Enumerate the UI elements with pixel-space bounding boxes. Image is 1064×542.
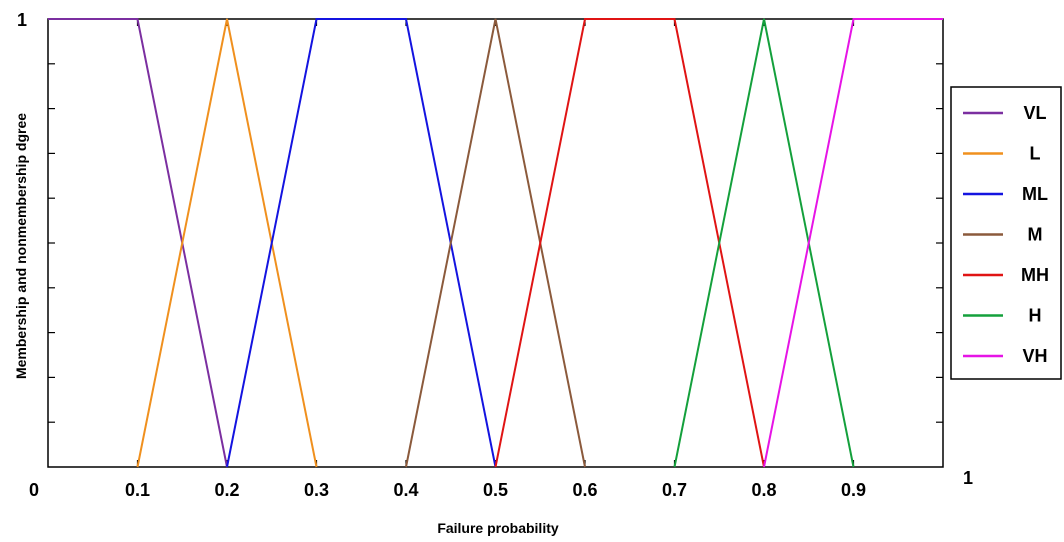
x-axis-title: Failure probability (437, 520, 559, 536)
series-h-line (673, 18, 855, 468)
series-layer (48, 18, 943, 468)
x-tick-label: 0.3 (304, 480, 329, 500)
plot-frame (47, 18, 944, 468)
origin-label: 0 (29, 480, 39, 500)
series-vh-line (763, 18, 943, 468)
legend-label-mh: MH (1021, 265, 1049, 285)
series-m-line (405, 18, 586, 468)
x-tick-label: 0.6 (572, 480, 597, 500)
x-tick-label: 0.7 (662, 480, 687, 500)
legend-label-vl: VL (1023, 103, 1046, 123)
x-tick-label: 0.2 (214, 480, 239, 500)
x-tick-labels: 0.1 0.2 0.3 0.4 0.5 0.6 0.7 0.8 0.9 (125, 480, 866, 500)
legend-label-h: H (1029, 306, 1042, 326)
x-tick-label: 0.8 (751, 480, 776, 500)
x-tick-label: 0.1 (125, 480, 150, 500)
legend-label-ml: ML (1022, 184, 1048, 204)
legend-label-vh: VH (1022, 346, 1047, 366)
legend-label-m: M (1028, 225, 1043, 245)
series-vl-line (48, 18, 228, 468)
legend-box (950, 86, 1062, 380)
right-corner-label: 1 (963, 468, 973, 488)
legend-label-l: L (1030, 144, 1041, 164)
y-top-label: 1 (17, 10, 27, 30)
series-l-line (136, 18, 318, 468)
y-axis-title: Membership and nonmembership dgree (13, 113, 29, 379)
x-tick-label: 0.9 (841, 480, 866, 500)
legend: VL L ML M MH H VH (950, 86, 1062, 380)
x-tick-label: 0.4 (393, 480, 418, 500)
x-tick-label: 0.5 (483, 480, 508, 500)
